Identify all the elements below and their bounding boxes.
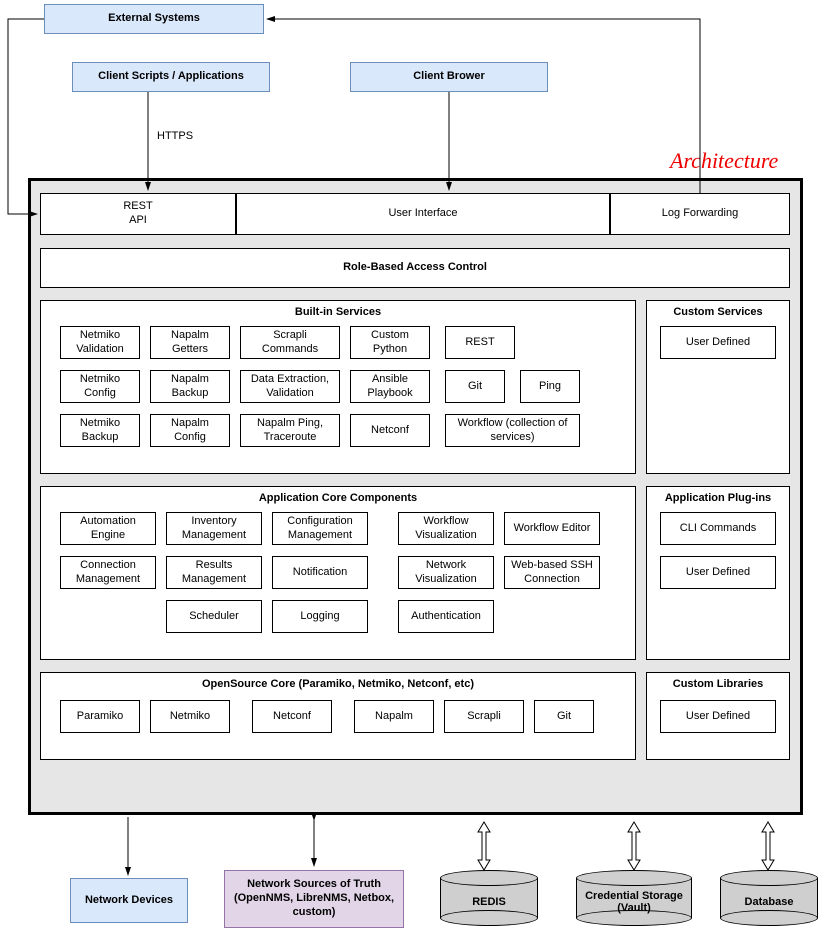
custom-services-title: Custom Services bbox=[646, 306, 790, 318]
https-label: HTTPS bbox=[157, 130, 193, 142]
client-scripts: Client Scripts / Applications bbox=[72, 62, 270, 92]
svc-git: Git bbox=[445, 370, 505, 403]
svc-netmiko-validation: Netmiko Validation bbox=[60, 326, 140, 359]
database-label: Database bbox=[720, 896, 818, 908]
core-results: Results Management bbox=[166, 556, 262, 589]
core-auth: Authentication bbox=[398, 600, 494, 633]
redis-cylinder: REDIS bbox=[440, 870, 538, 926]
svc-napalm-backup: Napalm Backup bbox=[150, 370, 230, 403]
core-title: Application Core Components bbox=[40, 492, 636, 504]
custom-services-item: User Defined bbox=[660, 326, 776, 359]
os-scrapli: Scrapli bbox=[444, 700, 524, 733]
custom-lib-title: Custom Libraries bbox=[646, 678, 790, 690]
svc-rest: REST bbox=[445, 326, 515, 359]
svc-netmiko-backup: Netmiko Backup bbox=[60, 414, 140, 447]
redis-label: REDIS bbox=[440, 896, 538, 908]
core-wf-editor: Workflow Editor bbox=[504, 512, 600, 545]
client-browser: Client Brower bbox=[350, 62, 548, 92]
svc-napalm-config: Napalm Config bbox=[150, 414, 230, 447]
core-automation: Automation Engine bbox=[60, 512, 156, 545]
core-ssh: Web-based SSH Connection bbox=[504, 556, 600, 589]
core-logging: Logging bbox=[272, 600, 368, 633]
svc-napalm-ping: Napalm Ping, Traceroute bbox=[240, 414, 340, 447]
builtin-services-title: Built-in Services bbox=[40, 306, 636, 318]
core-wf-vis: Workflow Visualization bbox=[398, 512, 494, 545]
os-paramiko: Paramiko bbox=[60, 700, 140, 733]
svc-netconf: Netconf bbox=[350, 414, 430, 447]
rbac: Role-Based Access Control bbox=[40, 248, 790, 288]
custom-lib-item: User Defined bbox=[660, 700, 776, 733]
diagram-title: Architecture bbox=[670, 148, 778, 174]
svc-scrapli-cmds: Scrapli Commands bbox=[240, 326, 340, 359]
plugin-cli: CLI Commands bbox=[660, 512, 776, 545]
core-scheduler: Scheduler bbox=[166, 600, 262, 633]
svc-netmiko-config: Netmiko Config bbox=[60, 370, 140, 403]
core-notification: Notification bbox=[272, 556, 368, 589]
rest-api: REST API bbox=[40, 193, 236, 235]
svc-workflow: Workflow (collection of services) bbox=[445, 414, 580, 447]
sources-of-truth: Network Sources of Truth (OpenNMS, Libre… bbox=[224, 870, 404, 928]
core-config: Configuration Management bbox=[272, 512, 368, 545]
core-net-vis: Network Visualization bbox=[398, 556, 494, 589]
os-napalm: Napalm bbox=[354, 700, 434, 733]
os-netmiko: Netmiko bbox=[150, 700, 230, 733]
database-cylinder: Database bbox=[720, 870, 818, 926]
network-devices: Network Devices bbox=[70, 878, 188, 923]
external-systems: External Systems bbox=[44, 4, 264, 34]
os-git: Git bbox=[534, 700, 594, 733]
plugins-title: Application Plug-ins bbox=[646, 492, 790, 504]
cred-store-label: Credential Storage (Vault) bbox=[576, 890, 692, 914]
plugin-user: User Defined bbox=[660, 556, 776, 589]
user-interface: User Interface bbox=[236, 193, 610, 235]
svc-ansible: Ansible Playbook bbox=[350, 370, 430, 403]
svc-napalm-getters: Napalm Getters bbox=[150, 326, 230, 359]
log-forwarding: Log Forwarding bbox=[610, 193, 790, 235]
cred-store-cylinder: Credential Storage (Vault) bbox=[576, 870, 692, 926]
opensource-title: OpenSource Core (Paramiko, Netmiko, Netc… bbox=[40, 678, 636, 690]
os-netconf: Netconf bbox=[252, 700, 332, 733]
core-conn: Connection Management bbox=[60, 556, 156, 589]
svc-custom-python: Custom Python bbox=[350, 326, 430, 359]
svc-ping: Ping bbox=[520, 370, 580, 403]
svc-data-extract: Data Extraction, Validation bbox=[240, 370, 340, 403]
core-inventory: Inventory Management bbox=[166, 512, 262, 545]
